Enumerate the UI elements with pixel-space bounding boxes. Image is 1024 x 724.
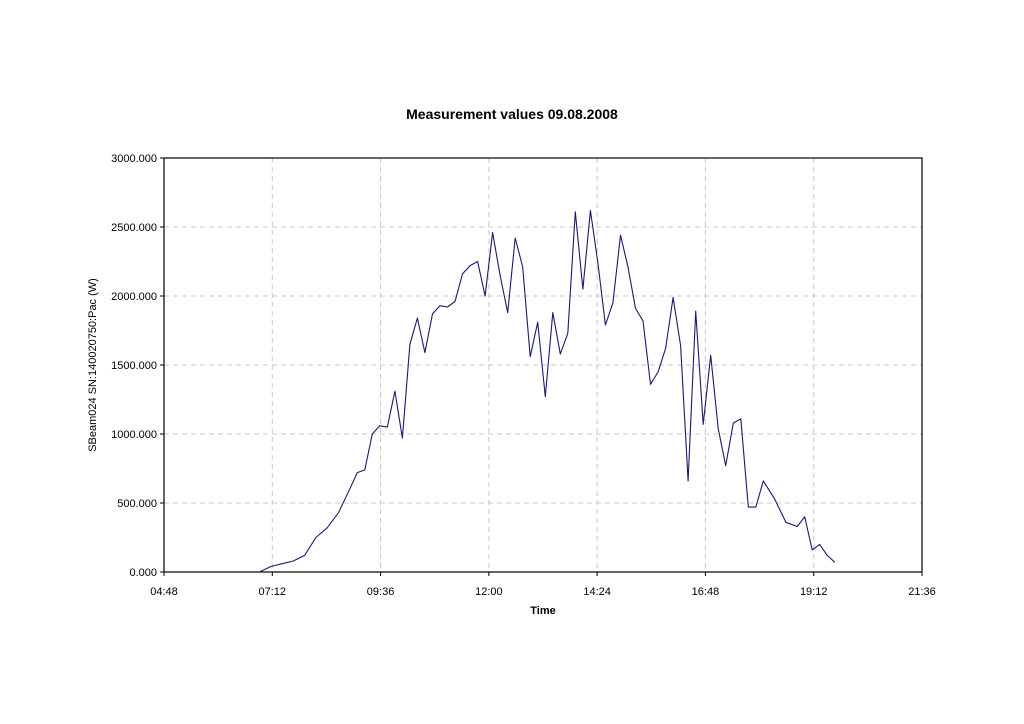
y-tick-label: 2000.000 [111,291,157,303]
x-axis-label: Time [530,605,555,617]
y-tick-label: 500.000 [117,498,157,510]
data-series [259,209,836,573]
y-axis-label: SBeam024 SN:140020750:Pac (W) [87,278,99,452]
x-tick-label: 14:24 [583,586,611,598]
y-tick-label: 2500.000 [111,222,157,234]
x-tick-label: 19:12 [800,586,828,598]
x-tick-label: 21:36 [908,586,936,598]
y-tick-label: 3000.000 [111,153,157,165]
chart-title: Measurement values 09.08.2008 [406,106,618,122]
x-tick-label: 12:00 [475,586,503,598]
x-axis-ticks: 04:48 07:12 09:36 12:00 14:24 16:48 19:12 21:36 [150,572,936,598]
series-line [259,209,836,573]
y-tick-label: 1000.000 [111,429,157,441]
x-tick-label: 16:48 [692,586,720,598]
grid [164,158,922,572]
x-tick-label: 09:36 [367,586,395,598]
y-axis-ticks: 0.000 500.000 1000.000 1500.000 2000.000 2500… [111,153,164,579]
y-tick-label: 1500.000 [111,360,157,372]
y-tick-label: 0.000 [129,567,157,579]
x-tick-label: 07:12 [259,586,287,598]
x-tick-label: 04:48 [150,586,178,598]
